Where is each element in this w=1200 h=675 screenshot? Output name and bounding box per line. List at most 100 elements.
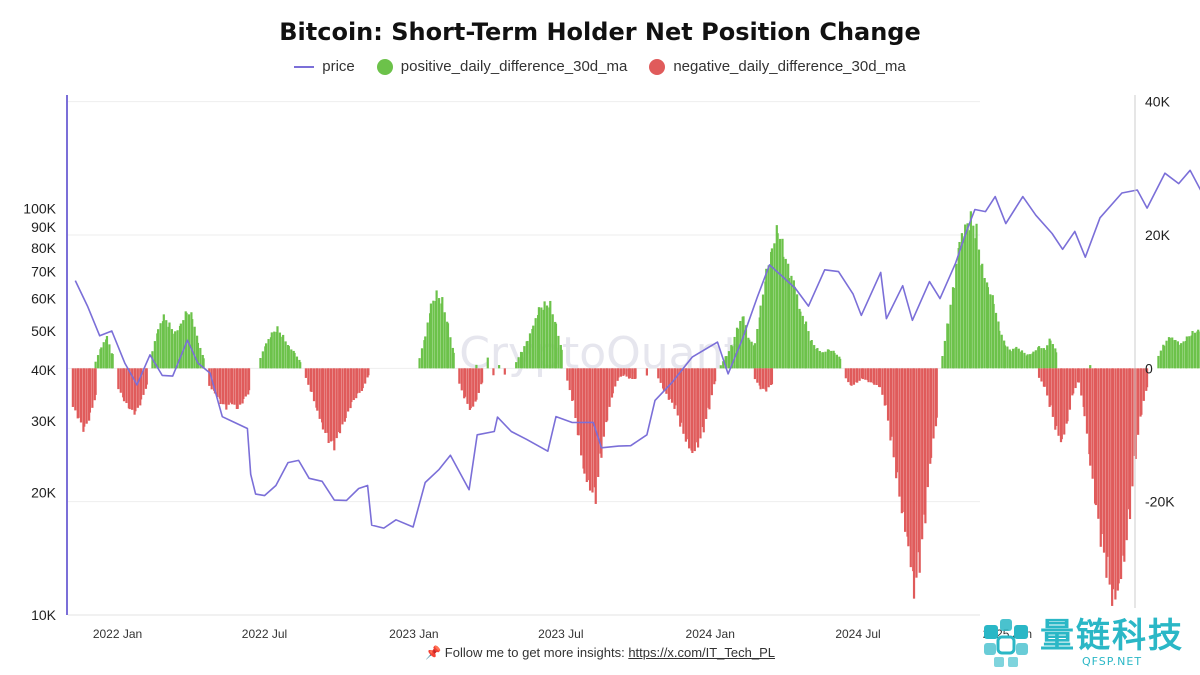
positive-bar	[1029, 354, 1032, 369]
positive-bar	[441, 297, 444, 369]
positive-bar	[540, 307, 543, 369]
positive-bar	[816, 347, 819, 369]
legend-item-price[interactable]: price	[294, 58, 355, 75]
positive-bar	[960, 233, 964, 369]
positive-bar	[443, 312, 446, 369]
negative-bar	[591, 368, 594, 493]
negative-bar	[926, 368, 929, 488]
y-left-tick-label: 30K	[31, 413, 57, 429]
negative-bar	[94, 368, 97, 395]
positive-bar	[273, 331, 276, 369]
negative-bar	[338, 368, 342, 434]
positive-bar	[833, 352, 836, 369]
positive-bar	[437, 298, 441, 369]
negative-bar	[312, 368, 316, 402]
positive-bar	[1020, 350, 1024, 369]
positive-bar	[157, 329, 160, 369]
positive-bar	[265, 343, 268, 369]
negative-bar	[1074, 368, 1077, 389]
positive-bar	[1182, 341, 1185, 369]
footer-link[interactable]: https://x.com/IT_Tech_PL	[628, 645, 776, 660]
positive-bar	[761, 294, 765, 369]
x-tick-label: 2024 Jul	[835, 627, 880, 641]
negative-bar	[594, 368, 597, 504]
positive-bar	[287, 346, 290, 369]
negative-bar	[850, 368, 853, 386]
brand-name-cn: 量链科技	[1040, 615, 1184, 656]
negative-bar	[1068, 368, 1072, 410]
positive-bar	[818, 350, 821, 369]
negative-bar	[685, 368, 688, 440]
positive-bar	[554, 323, 558, 369]
legend-swatch-negative	[649, 58, 666, 75]
negative-bar	[710, 368, 713, 396]
x-tick-label: 2024 Jan	[686, 627, 735, 641]
footer-text: Follow me to get more insights:	[444, 645, 625, 660]
positive-bar	[284, 341, 287, 369]
positive-bar	[105, 336, 109, 369]
positive-bar	[278, 332, 282, 369]
positive-bar	[520, 352, 523, 369]
positive-bar	[202, 358, 205, 369]
positive-bar	[983, 278, 986, 369]
negative-bar	[310, 368, 313, 392]
positive-bar	[1043, 349, 1046, 369]
positive-bar	[537, 307, 541, 369]
negative-bar	[1080, 368, 1083, 396]
negative-bar	[321, 368, 325, 430]
negative-bar	[472, 368, 475, 407]
negative-bar	[844, 368, 847, 379]
negative-bar	[921, 368, 924, 540]
positive-bar	[1017, 348, 1020, 369]
negative-bar	[665, 368, 668, 394]
negative-bar	[304, 368, 307, 378]
negative-bar	[881, 368, 884, 395]
legend-item-positive[interactable]: positive_daily_difference_30d_ma	[376, 58, 628, 75]
negative-bar	[625, 368, 628, 377]
negative-bar	[1040, 368, 1043, 382]
positive-bar	[1174, 339, 1177, 369]
y-left-tick-label: 80K	[31, 240, 57, 256]
negative-bar	[657, 368, 660, 379]
negative-bar	[852, 368, 856, 385]
positive-bar	[282, 334, 285, 369]
negative-bar	[463, 368, 467, 397]
positive-bar	[958, 241, 961, 369]
negative-bar	[875, 368, 878, 386]
positive-bar	[102, 342, 105, 369]
positive-bar	[1040, 348, 1043, 369]
positive-bar	[108, 344, 111, 369]
negative-bar	[705, 368, 708, 419]
legend-item-negative[interactable]: negative_daily_difference_30d_ma	[649, 58, 906, 75]
negative-bar	[1111, 368, 1115, 590]
negative-bar	[469, 368, 472, 409]
positive-bar	[1089, 365, 1092, 369]
positive-bar	[1032, 351, 1035, 369]
positive-bar	[162, 314, 165, 369]
legend-label-positive: positive_daily_difference_30d_ma	[400, 58, 628, 75]
positive-bar	[1185, 336, 1188, 369]
negative-bar	[753, 368, 756, 380]
positive-bar	[813, 345, 816, 369]
positive-bar	[998, 330, 1001, 369]
negative-bar	[645, 368, 648, 376]
positive-bar	[199, 347, 202, 369]
positive-bar	[1051, 344, 1054, 369]
negative-bar	[634, 368, 637, 379]
negative-bar	[1094, 368, 1097, 506]
positive-bar	[966, 223, 969, 369]
negative-bar	[466, 368, 469, 404]
positive-bar	[560, 349, 563, 369]
negative-bar	[216, 368, 219, 398]
negative-bar	[1049, 368, 1052, 406]
positive-bar	[943, 340, 946, 369]
negative-bar	[873, 368, 876, 385]
positive-bar	[770, 248, 774, 369]
negative-bar	[602, 368, 605, 437]
positive-bar	[1003, 345, 1007, 369]
negative-bar	[847, 368, 850, 383]
legend-swatch-price	[294, 65, 315, 68]
positive-bar	[1055, 352, 1058, 369]
negative-bar	[213, 368, 217, 394]
